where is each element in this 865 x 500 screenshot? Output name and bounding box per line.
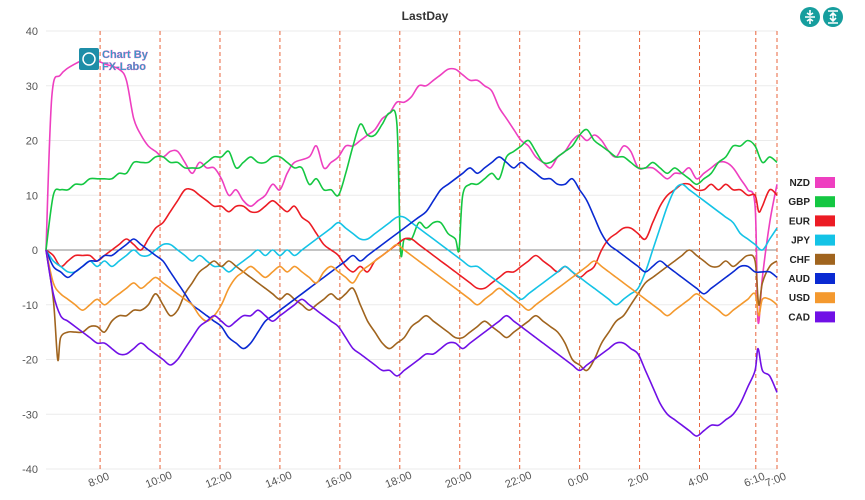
legend-label: EUR (789, 216, 811, 227)
y-tick-label: -20 (22, 355, 38, 367)
legend-swatch (815, 273, 835, 284)
legend-label: CAD (788, 312, 810, 323)
watermark-logo-icon (79, 48, 99, 70)
legend-label: AUD (788, 274, 810, 285)
split-view-button[interactable] (800, 7, 820, 27)
y-tick-label: -40 (22, 464, 38, 476)
watermark: Chart By FX-Labo (79, 48, 149, 73)
legend-item-usd[interactable]: USD (789, 292, 835, 304)
series-line-eur (45, 182, 778, 290)
legend-label: GBP (788, 197, 810, 208)
chart-title: LastDay (402, 9, 449, 23)
series-line-nzd (45, 57, 778, 325)
y-tick-label: 40 (26, 26, 38, 38)
legend-item-nzd[interactable]: NZD (789, 177, 835, 189)
y-tick-label: 20 (26, 136, 38, 148)
legend-swatch (815, 234, 835, 246)
series-layer (45, 57, 778, 437)
legend: NZD GBP EUR JPY CHF AUD USD CAD (788, 177, 835, 323)
legend-swatch (815, 177, 835, 188)
fit-icon (828, 10, 838, 24)
legend-item-jpy[interactable]: JPY (791, 234, 835, 247)
legend-label: CHF (789, 255, 810, 266)
y-tick-label: -10 (22, 300, 38, 312)
legend-item-eur[interactable]: EUR (789, 215, 835, 227)
legend-swatch (815, 215, 835, 227)
y-tick-label: 0 (32, 245, 38, 257)
series-line-cad (45, 249, 778, 437)
watermark-gauge-icon (82, 52, 96, 66)
legend-swatch (815, 196, 835, 208)
split-icon (805, 10, 815, 24)
series-line-chf (45, 249, 778, 372)
grid-layer (46, 30, 778, 470)
y-tick-label: -30 (22, 409, 38, 421)
y-tick-label: 30 (26, 81, 38, 93)
y-tick-label: 10 (26, 190, 38, 202)
legend-item-chf[interactable]: CHF (789, 253, 835, 266)
series-line-usd (45, 243, 778, 322)
watermark-text-line1: Chart By (102, 49, 149, 61)
legend-swatch (815, 311, 835, 323)
legend-item-gbp[interactable]: GBP (788, 196, 835, 208)
fit-view-button[interactable] (823, 7, 843, 27)
watermark-text-line2: FX-Labo (102, 61, 146, 73)
series-line-gbp (45, 109, 778, 258)
legend-label: NZD (789, 178, 810, 189)
legend-item-cad[interactable]: CAD (788, 311, 835, 323)
legend-swatch (815, 292, 835, 304)
legend-swatch (815, 253, 835, 265)
legend-label: JPY (791, 236, 810, 247)
series-line-aud (45, 156, 778, 350)
legend-label: USD (789, 293, 810, 304)
legend-item-aud[interactable]: AUD (788, 273, 835, 285)
